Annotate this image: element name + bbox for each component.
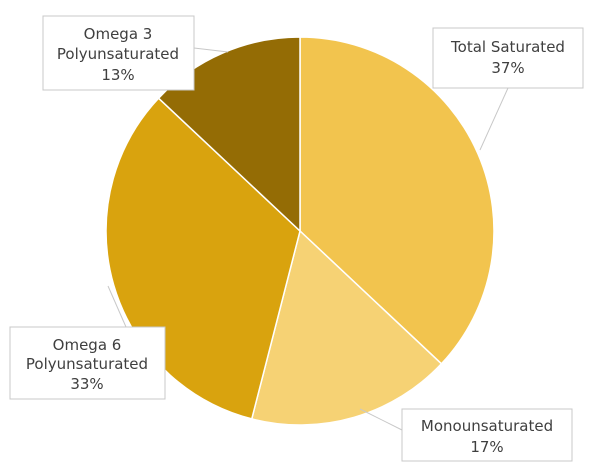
callout-total-saturated: Total Saturated 37% <box>432 27 584 89</box>
leader-omega-3 <box>193 47 229 53</box>
callout-omega-6: Omega 6 Polyunsaturated 33% <box>9 326 166 400</box>
leader-omega-6 <box>107 285 127 328</box>
leader-total-saturated <box>479 87 509 151</box>
slice-percent-omega-6: 33% <box>70 375 103 393</box>
slice-label-total-saturated: Total Saturated <box>450 38 565 56</box>
slice-percent-total-saturated: 37% <box>491 59 524 77</box>
callout-omega-3: Omega 3 Polyunsaturated 13% <box>42 15 195 91</box>
slice-label-omega-3-line1: Omega 3 <box>84 25 153 43</box>
callout-leaders <box>107 47 509 431</box>
slice-label-omega-6-line1: Omega 6 <box>53 336 122 354</box>
slice-percent-monounsaturated: 17% <box>470 438 503 456</box>
slice-total-saturated <box>299 36 495 365</box>
slice-label-omega-3-line2: Polyunsaturated <box>57 45 179 63</box>
callout-box <box>9 326 166 400</box>
slice-label-omega-6-line2: Polyunsaturated <box>26 355 148 373</box>
slice-percent-omega-3: 13% <box>101 66 134 84</box>
callout-box <box>401 408 573 462</box>
slice-monounsaturated <box>250 229 443 426</box>
callout-box <box>42 15 195 91</box>
callout-box <box>432 27 584 89</box>
callout-monounsaturated: Monounsaturated 17% <box>401 408 573 462</box>
slice-label-monounsaturated: Monounsaturated <box>421 417 553 435</box>
leader-monounsaturated <box>359 408 403 431</box>
